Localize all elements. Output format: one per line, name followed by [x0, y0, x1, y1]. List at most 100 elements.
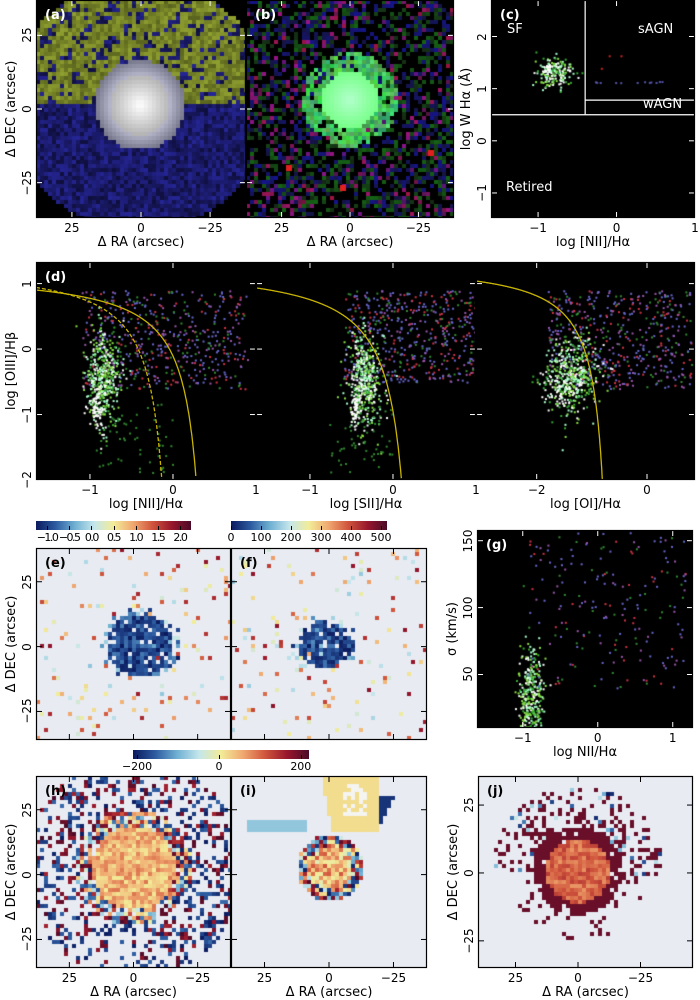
colorbar-tick-label: −1.0 — [36, 531, 59, 544]
y-axis-label: σ (km/s) — [445, 602, 460, 656]
scatter-points — [36, 262, 256, 480]
axes-border — [476, 529, 694, 729]
y-axis-label: Δ DEC (arcsec) — [4, 823, 19, 921]
panel-f: (f) — [230, 547, 428, 741]
y-tick-label: 0 — [475, 136, 489, 145]
colorbar-tick — [291, 526, 292, 530]
x-tick-label: 0 — [574, 971, 582, 985]
panel-label: (i) — [240, 784, 257, 799]
colorbar-tick — [47, 526, 49, 530]
axes-border — [35, 775, 232, 969]
axes-border — [255, 261, 477, 481]
kauffmann-curve — [36, 286, 163, 480]
x-tick-label: −1 — [81, 483, 99, 497]
image-map — [36, 776, 231, 968]
x-tick-label: −25 — [184, 971, 211, 985]
x-tick-label: −1 — [301, 483, 319, 497]
scatter-points — [256, 262, 476, 480]
image-map — [36, 0, 246, 218]
axes-border — [477, 775, 694, 969]
axes-border — [35, 261, 257, 481]
colorbar-tick — [218, 755, 220, 759]
axes-frame — [35, 547, 232, 741]
y-tick-label: 1 — [475, 84, 489, 93]
panel-label: (d) — [45, 270, 67, 285]
panel-e: 25 0 −25 Δ DEC (arcsec) (e) — [4, 547, 232, 741]
kewley-oi-curve — [475, 280, 603, 480]
image-map — [231, 548, 427, 740]
x-axis-label: Δ RA (arcsec) — [542, 985, 629, 1000]
colorbar-tick — [321, 526, 322, 530]
y-tick-label: 150 — [461, 529, 475, 553]
panel-h: 25 0 −25 25 0 −25 Δ RA (arcsec) Δ DEC (arcsec) (… — [4, 775, 232, 1000]
x-tick-label: 0 — [346, 221, 354, 235]
colorbar-tick — [231, 526, 232, 530]
colorbar-tick-label: 100 — [250, 531, 272, 544]
axes-border — [230, 547, 428, 741]
panel-i: 25 0 −25 Δ RA (arcsec) (i) — [230, 775, 428, 1000]
colorbar-tick-label: −0.5 — [58, 531, 81, 544]
image-map — [231, 776, 427, 968]
colorbar-f: 0 100 200 300 400 500 — [228, 521, 392, 543]
colorbar-tick-label: 200 — [280, 531, 302, 544]
x-axis-label: Δ RA (arcsec) — [285, 985, 373, 1000]
y-axis-label: Δ DEC (arcsec) — [4, 60, 19, 158]
y-tick-label: 0 — [20, 870, 34, 879]
y-tick-label: 1 — [20, 279, 34, 288]
axes-frame — [230, 775, 428, 969]
x-tick-label: −2 — [527, 483, 546, 497]
scatter-points — [477, 530, 693, 728]
axes-frame — [477, 775, 694, 969]
y-tick-label: −25 — [20, 926, 34, 953]
colorbar-tick — [69, 526, 71, 530]
axes-border — [35, 0, 247, 219]
panel-c: SF sAGN wAGN Retired −1 0 1 2 1 0 −1 log [NII]/Hα lo… — [459, 0, 699, 250]
colorbar-tick-label: 200 — [290, 760, 312, 773]
y-tick-label: 25 — [20, 27, 34, 43]
y-tick-label: 25 — [462, 797, 476, 813]
kewley-curve — [36, 289, 197, 477]
panel-label: (f) — [240, 556, 258, 571]
colorbar-tick-label: 400 — [340, 531, 362, 544]
y-axis-label: Δ DEC (arcsec) — [4, 595, 19, 693]
y-tick-label: 0 — [20, 642, 34, 651]
axes-border — [475, 261, 696, 481]
region-label-sf: SF — [507, 22, 523, 37]
panel-d1: −1 0 1 0 −1 −2 log [NII]/Hα log [OIII]/Hβ (d) — [4, 261, 257, 512]
axes-frame — [490, 0, 696, 219]
x-tick-label: 0 — [612, 221, 621, 235]
y-tick-label: −25 — [20, 169, 34, 196]
axes-frame — [255, 261, 477, 481]
x-axis-label: log [NII]/Hα — [555, 235, 631, 250]
colorbar-tick — [261, 526, 262, 530]
y-tick-label: −2 — [20, 471, 34, 489]
colorbar-tick-label: 0.0 — [84, 531, 100, 544]
image-map — [246, 0, 454, 218]
y-tick-label: 0 — [20, 105, 34, 113]
x-tick-label: 0 — [593, 731, 602, 745]
axes-frame — [476, 529, 694, 729]
x-axis-label: log [SII]/Hα — [329, 497, 403, 512]
y-tick-label: −25 — [20, 698, 34, 725]
colorbar-tick-label: 0.5 — [107, 531, 122, 544]
panel-d3: 1 −2 0 log [OI]/Hα — [472, 261, 696, 512]
panel-b: 25 0 −25 Δ RA (arcsec) (b) — [245, 0, 455, 250]
colorbar-tick-label: 0 — [215, 760, 223, 773]
x-tick-label: −25 — [197, 221, 223, 235]
x-tick-label: −25 — [380, 971, 407, 985]
x-axis-label: Δ RA (arcsec) — [306, 235, 394, 250]
colorbar-tick — [351, 526, 352, 530]
x-tick-label: 0 — [643, 483, 651, 497]
axes-border — [245, 0, 455, 219]
panel-label: (e) — [45, 556, 66, 571]
y-axis-label: log W Hα (Å) — [459, 67, 474, 151]
colorbar-tick-label: 1.0 — [129, 531, 144, 544]
panel-d2: 1 −1 0 log [SII]/Hα — [252, 261, 477, 512]
axes-frame — [230, 547, 428, 741]
panel-label: (c) — [500, 8, 520, 23]
colorbar-tick — [179, 526, 181, 530]
x-tick-label: 0 — [129, 971, 138, 985]
colorbar-tick — [113, 526, 115, 530]
y-axis-label: Δ DEC (arcsec) — [446, 823, 461, 921]
image-map — [478, 776, 693, 968]
